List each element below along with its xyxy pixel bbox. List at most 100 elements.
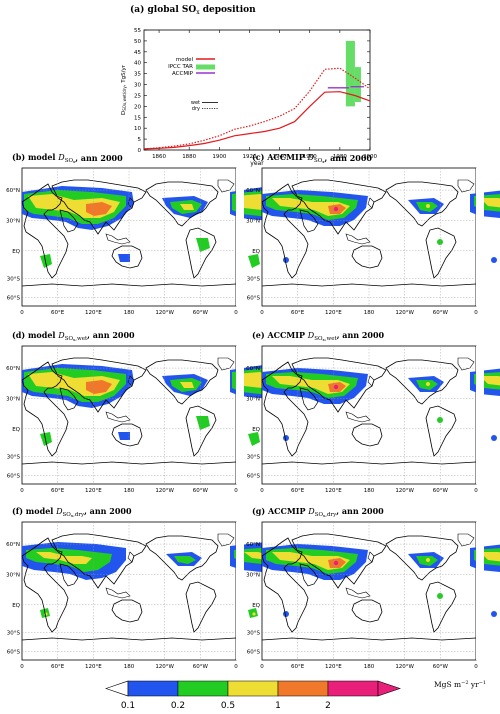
colorbar-swatch <box>177 680 229 697</box>
lon-tick-label: 0 <box>20 310 24 316</box>
map-panel: (c) ACCMIP DSOx, ann 2000 60°N 30°N EQ 30°S 6… <box>246 152 500 316</box>
lon-tick-label: 120°W <box>155 310 174 316</box>
accmip-segments <box>327 86 364 89</box>
map-panel-title: (b) model DSOx, ann 2000 <box>12 152 123 164</box>
x-tick-label: 1940 <box>273 154 287 160</box>
lat-tick-label: EQ <box>252 249 260 255</box>
lat-tick-label: 60°S <box>7 650 21 656</box>
y-tick-label: 25 <box>134 93 141 99</box>
x-tick-label: 1880 <box>182 154 196 160</box>
legend: model IPCC TAR ACCMIP wet dry <box>168 57 218 112</box>
lon-tick-label: 120°W <box>395 310 414 316</box>
lon-tick-label: 120°E <box>325 664 342 670</box>
y-tick-label: 0 <box>138 148 142 154</box>
y-tick-label: 15 <box>134 115 141 121</box>
lon-tick-label: 60°W <box>193 488 209 494</box>
lat-tick-label: EQ <box>12 427 20 433</box>
y-tick-label: 20 <box>134 104 141 110</box>
lon-tick-label: 60°W <box>433 488 449 494</box>
map-mask <box>236 168 244 306</box>
x-axis: 1860 1880 1900 1920 1940 1960 1980 2000 <box>152 30 377 160</box>
lon-tick-label: 0 <box>234 310 238 316</box>
map-mask <box>236 522 244 660</box>
colorbar: 0.1 0.2 0.5 1 2 <box>105 680 401 711</box>
colorbar-level-label: 1 <box>275 701 281 711</box>
colorbar-level-label: 0.2 <box>171 701 185 711</box>
plot-frame <box>143 29 371 151</box>
lat-tick-label: 60°N <box>246 366 260 372</box>
chart-title: (a) global SOx deposition <box>130 4 256 16</box>
lon-tick-label: 60°W <box>193 664 209 670</box>
lat-tick-label: EQ <box>12 249 20 255</box>
lat-tick-label: 30°N <box>246 218 260 224</box>
lon-tick-label: 60°W <box>193 310 209 316</box>
lon-tick-label: 0 <box>20 488 24 494</box>
x-tick-label: 1900 <box>212 154 226 160</box>
y-tick-label: 55 <box>134 28 141 34</box>
ipcc-tar-bar <box>354 67 361 102</box>
legend-accmip-label: ACCMIP <box>172 71 194 77</box>
colorbar-level-label: 2 <box>325 701 331 711</box>
y-axis-label: DSOx,wet/dry, TgS/yr <box>121 64 127 115</box>
lon-tick-label: 60°E <box>291 310 305 316</box>
map-panel-title: (g) ACCMIP DSOx,dry, ann 2000 <box>252 506 384 518</box>
lon-tick-label: 120°W <box>155 664 174 670</box>
lat-tick-label: 60°N <box>6 542 20 548</box>
lat-tick-label: 60°S <box>247 296 261 302</box>
lon-tick-label: 60°E <box>51 310 65 316</box>
lon-tick-label: 180 <box>124 310 135 316</box>
legend-wet-label: wet <box>191 100 200 106</box>
map-mask <box>476 168 484 306</box>
y-tick-label: 10 <box>134 126 141 132</box>
map-panel-title: (c) ACCMIP DSOx, ann 2000 <box>252 152 372 164</box>
legend-dry-label: dry <box>192 106 200 112</box>
lat-tick-label: 30°N <box>246 572 260 578</box>
y-tick-label: 50 <box>134 39 141 45</box>
map-panel: (e) ACCMIP DSOx,wet, ann 2000 60°N 30°N EQ 3… <box>246 330 500 494</box>
map-panel: (d) model DSOx,wet, ann 2000 60°N 30°N EQ 30… <box>6 330 418 494</box>
lon-tick-label: 60°W <box>433 310 449 316</box>
lon-tick-label: 60°E <box>291 664 305 670</box>
lon-tick-label: 180 <box>364 664 375 670</box>
lon-tick-label: 60°E <box>51 664 65 670</box>
lat-tick-label: 30°N <box>6 218 20 224</box>
colorbar-swatch <box>277 680 329 697</box>
lon-tick-label: 180 <box>364 488 375 494</box>
map-panel-title: (e) ACCMIP DSOx,wet, ann 2000 <box>252 330 385 342</box>
lat-tick-label: 30°S <box>247 454 261 460</box>
colorbar-swatch <box>227 680 279 697</box>
colorbar-level-label: 0.1 <box>121 701 135 711</box>
series-line-dry <box>143 67 371 150</box>
lon-tick-label: 0 <box>260 310 264 316</box>
map-panel: (f) model DSOx,dry, ann 2000 60°N 30°N EQ 30… <box>6 506 410 670</box>
colorbar-low-arrow <box>105 680 129 697</box>
lat-tick-label: 30°N <box>246 396 260 402</box>
colorbar-high-arrow <box>377 680 401 697</box>
y-tick-label: 30 <box>134 83 141 89</box>
lon-tick-label: 120°W <box>395 488 414 494</box>
map-mask <box>236 346 244 484</box>
lat-tick-label: 60°S <box>247 650 261 656</box>
colorbar-level-label: 0.5 <box>221 701 235 711</box>
x-tick-label: 1980 <box>333 154 347 160</box>
lat-tick-label: 30°S <box>7 454 21 460</box>
lat-tick-label: EQ <box>12 603 20 609</box>
lon-tick-label: 0 <box>20 664 24 670</box>
x-tick-label: 1860 <box>152 154 166 160</box>
lon-tick-label: 0 <box>260 488 264 494</box>
lat-tick-label: 60°S <box>247 474 261 480</box>
lon-tick-label: 120°E <box>325 310 342 316</box>
y-tick-label: 5 <box>138 137 142 143</box>
model-series <box>143 67 371 150</box>
lat-tick-label: 30°S <box>247 630 261 636</box>
lon-tick-label: 120°E <box>85 488 102 494</box>
y-axis: 0 5 10 15 20 25 30 35 40 45 50 55 <box>134 28 370 154</box>
lon-tick-label: 120°E <box>85 664 102 670</box>
ipcc-tar-bars <box>345 40 361 107</box>
map-mask <box>476 346 484 484</box>
ipcc-tar-bar <box>345 40 355 107</box>
lat-tick-label: 60°N <box>6 188 20 194</box>
map-panel: (b) model DSOx, ann 2000 60°N 30°N EQ 30°S 60… <box>6 152 418 316</box>
legend-ipcc-label: IPCC TAR <box>168 64 193 70</box>
lat-tick-label: 60°S <box>7 474 21 480</box>
